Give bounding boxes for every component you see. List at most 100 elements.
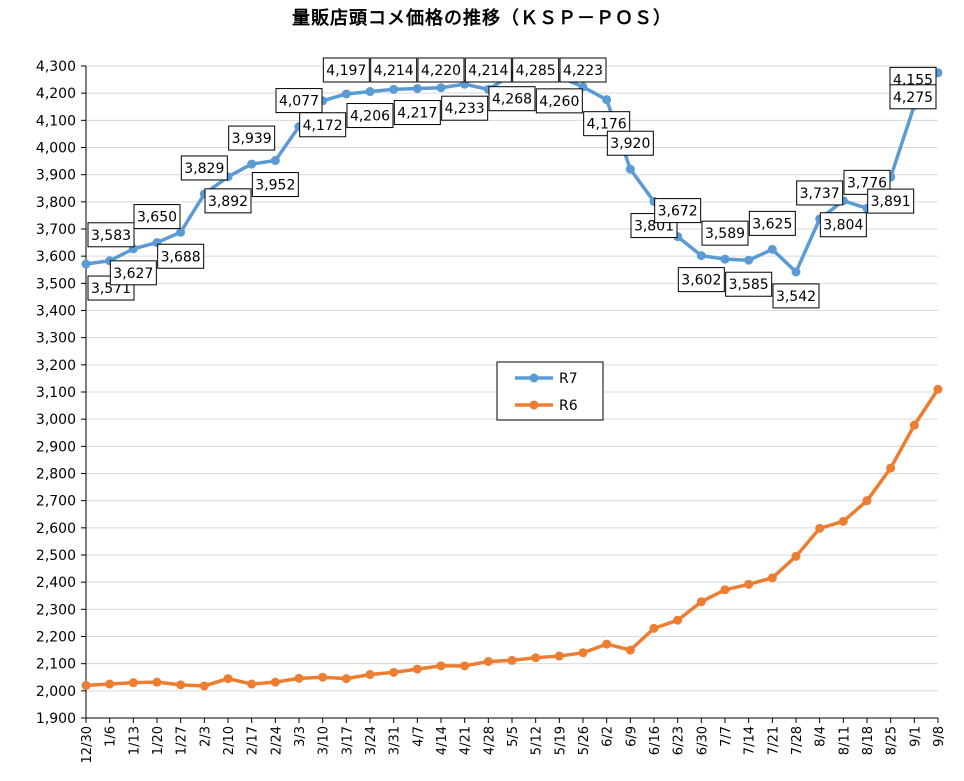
data-point	[838, 516, 848, 526]
data-label: 4,077	[279, 94, 319, 110]
data-label-box	[322, 57, 370, 83]
y-tick-label: 3,100	[36, 385, 76, 401]
data-label: 3,939	[232, 131, 272, 147]
y-tick-label: 3,800	[36, 195, 76, 211]
data-point	[696, 251, 706, 261]
x-tick-label: 5/12	[530, 726, 545, 755]
data-label-box	[677, 267, 725, 293]
data-point	[720, 254, 730, 264]
data-point	[389, 84, 399, 94]
data-label-box	[889, 84, 937, 110]
x-tick-label: 3/3	[293, 726, 308, 747]
x-tick-label: 3/24	[364, 726, 379, 755]
data-label: 4,275	[893, 90, 933, 106]
data-point	[436, 83, 446, 93]
data-label: 4,214	[374, 63, 414, 79]
data-point	[436, 661, 446, 671]
data-point	[696, 597, 706, 607]
data-point	[815, 523, 825, 533]
y-tick-label: 4,100	[36, 113, 76, 129]
data-label: 3,585	[729, 277, 769, 293]
data-label: 3,891	[871, 194, 911, 210]
data-label: 4,268	[492, 92, 532, 108]
data-label-box	[299, 112, 347, 138]
x-tick-label: 5/5	[506, 726, 521, 747]
data-label: 4,197	[326, 63, 366, 79]
data-label: 4,285	[516, 63, 556, 79]
data-label-box	[725, 271, 773, 297]
y-tick-label: 3,200	[36, 358, 76, 374]
data-label-box	[748, 210, 796, 236]
legend-swatch-marker	[529, 400, 539, 410]
data-label-box	[180, 155, 228, 181]
data-point	[81, 680, 91, 690]
data-point	[886, 463, 896, 473]
legend-label: R7	[559, 371, 578, 387]
data-label: 3,892	[208, 194, 248, 210]
data-point	[673, 615, 683, 625]
data-label: 4,223	[563, 63, 603, 79]
data-label-box	[393, 100, 441, 126]
data-point	[625, 164, 635, 174]
x-tick-label: 6/23	[672, 726, 687, 755]
x-tick-label: 1/13	[127, 726, 142, 755]
data-label-box	[441, 95, 489, 121]
x-tick-label: 7/7	[719, 726, 734, 747]
x-tick-label: 3/31	[388, 726, 403, 755]
data-label: 4,172	[303, 118, 343, 134]
data-point	[862, 496, 872, 506]
data-point	[767, 244, 777, 254]
data-point	[602, 639, 612, 649]
data-point	[152, 677, 162, 687]
data-label-box	[157, 243, 205, 269]
data-label-box	[606, 130, 654, 156]
data-label-box	[228, 125, 276, 151]
data-label-box	[464, 57, 512, 83]
x-tick-label: 4/28	[482, 726, 497, 755]
x-tick-label: 4/14	[435, 726, 450, 755]
data-point	[341, 674, 351, 684]
data-point	[105, 679, 115, 689]
y-tick-label: 3,700	[36, 222, 76, 238]
data-label: 4,176	[587, 117, 627, 133]
data-point	[223, 674, 233, 684]
data-label: 4,206	[350, 109, 390, 125]
data-label-box	[559, 57, 607, 83]
x-tick-label: 12/30	[80, 726, 95, 763]
data-label: 3,804	[823, 218, 863, 234]
x-tick-label: 6/2	[601, 726, 616, 747]
data-label: 4,233	[445, 101, 485, 117]
legend	[496, 361, 604, 421]
chart-title: 量販店頭コメ価格の推移（ＫＳＰ－ＰＯＳ）	[292, 8, 672, 29]
data-label: 3,627	[113, 266, 153, 282]
y-tick-label: 3,500	[36, 276, 76, 292]
data-point	[791, 267, 801, 277]
y-tick-label: 2,100	[36, 657, 76, 673]
data-label-box	[109, 260, 157, 286]
data-point	[294, 673, 304, 683]
data-point	[176, 680, 186, 690]
data-label: 3,776	[847, 175, 887, 191]
data-point	[507, 655, 517, 665]
y-tick-label: 2,400	[36, 575, 76, 591]
y-tick-label: 2,700	[36, 494, 76, 510]
data-label-box	[251, 172, 299, 198]
x-tick-label: 7/21	[766, 726, 781, 755]
x-tick-label: 2/17	[246, 726, 261, 755]
data-label: 3,737	[800, 186, 840, 202]
data-point	[791, 551, 801, 561]
x-tick-label: 8/25	[885, 726, 900, 755]
data-label: 3,583	[91, 228, 131, 244]
data-point	[909, 420, 919, 430]
data-label-box	[654, 198, 702, 224]
y-tick-label: 3,300	[36, 331, 76, 347]
data-point	[270, 156, 280, 166]
y-tick-label: 2,000	[36, 684, 76, 700]
data-label-box	[488, 86, 536, 112]
data-point	[81, 259, 91, 269]
data-point	[460, 661, 470, 671]
legend-label: R6	[559, 398, 578, 414]
data-point	[365, 87, 375, 97]
data-point	[578, 648, 588, 658]
